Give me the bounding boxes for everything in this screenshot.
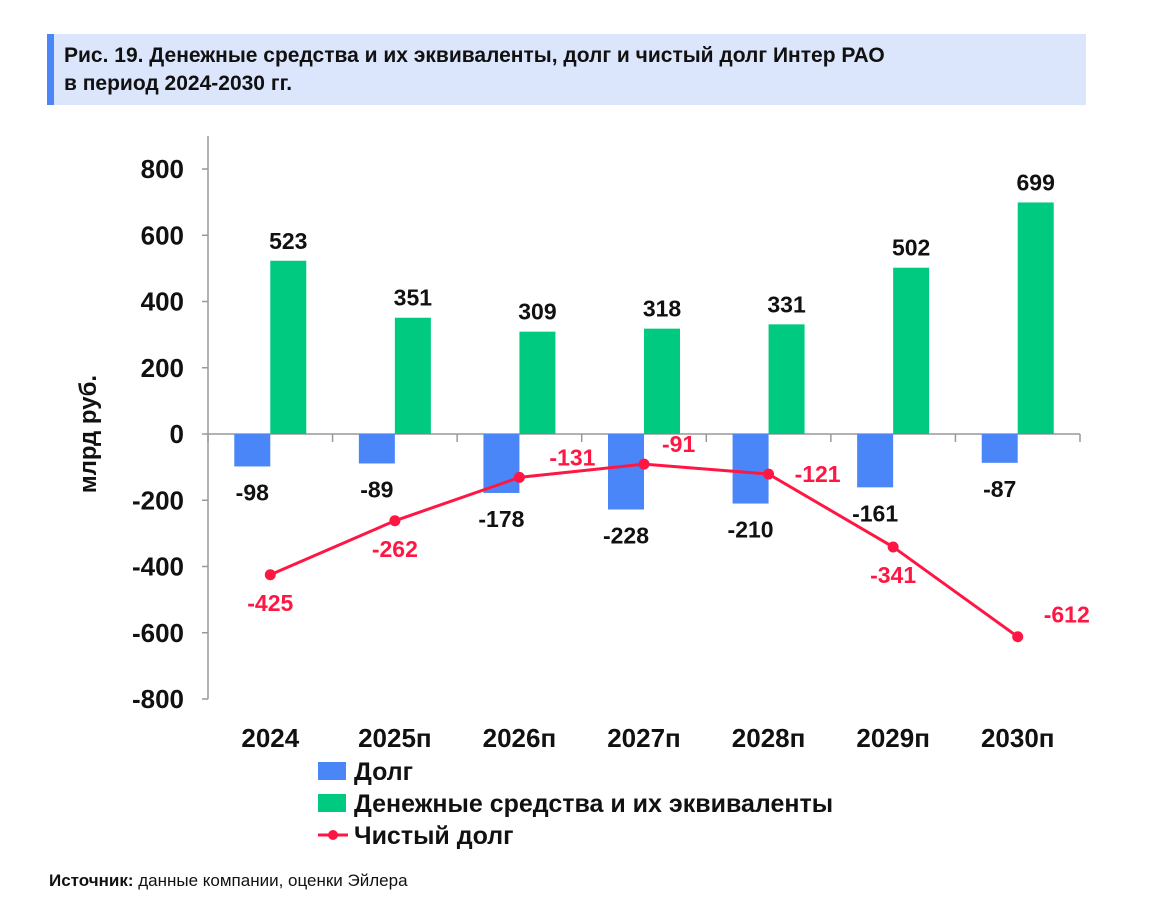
net-debt-point xyxy=(264,569,276,581)
debt-data-label: -210 xyxy=(728,517,774,543)
debt-data-label: -87 xyxy=(983,476,1016,502)
net-debt-data-label: -121 xyxy=(795,461,841,487)
cash-data-label: 331 xyxy=(767,291,806,317)
source-text: данные компании, оценки Эйлера xyxy=(133,871,408,890)
debt-bar xyxy=(981,434,1018,463)
cash-bar xyxy=(270,260,307,434)
debt-bar xyxy=(358,434,395,464)
cash-bar xyxy=(519,331,556,434)
debt-data-label: -98 xyxy=(236,479,269,505)
debt-bar xyxy=(857,434,894,488)
debt-data-label: -228 xyxy=(603,523,649,549)
debt-data-label: -161 xyxy=(852,500,898,526)
legend-label: Чистый долг xyxy=(354,822,514,850)
net-debt-data-label: -262 xyxy=(372,536,418,562)
y-tick-label: -200 xyxy=(132,485,184,515)
title-line-2: в период 2024-2030 гг. xyxy=(64,72,293,95)
debt-data-label: -178 xyxy=(478,506,524,532)
net-debt-point xyxy=(887,541,899,553)
y-tick-label: -400 xyxy=(132,552,184,582)
cash-data-label: 699 xyxy=(1017,169,1055,195)
x-tick-label: 2028п xyxy=(732,723,806,753)
y-tick-label: 200 xyxy=(141,353,184,383)
source-note: Источник: данные компании, оценки Эйлера xyxy=(49,871,408,891)
debt-bar xyxy=(732,434,769,504)
cash-bar xyxy=(1017,202,1054,434)
net-debt-point xyxy=(1012,631,1024,643)
cash-bar xyxy=(394,317,431,434)
y-tick-label: 400 xyxy=(141,287,184,317)
cash-bar xyxy=(893,267,930,434)
x-tick-label: 2026п xyxy=(483,723,557,753)
y-tick-label: 600 xyxy=(141,220,184,250)
x-tick-label: 2027п xyxy=(607,723,681,753)
cash-bar xyxy=(768,324,805,434)
debt-data-label: -89 xyxy=(360,476,393,502)
title-line-1: Рис. 19. Денежные средства и их эквивале… xyxy=(64,44,885,67)
y-tick-label: -800 xyxy=(132,684,184,714)
cash-data-label: 309 xyxy=(518,299,556,325)
cash-bar xyxy=(644,328,680,434)
x-tick-label: 2029п xyxy=(856,723,930,753)
x-tick-label: 2030п xyxy=(981,723,1055,753)
y-tick-label: 800 xyxy=(141,154,184,184)
net-debt-point xyxy=(513,471,525,483)
cash-data-label: 351 xyxy=(394,285,433,311)
net-debt-data-label: -131 xyxy=(549,444,595,470)
legend-cash-swatch xyxy=(318,794,346,812)
net-debt-data-label: -341 xyxy=(870,562,916,588)
net-debt-data-label: -425 xyxy=(247,590,293,616)
x-tick-label: 2024 xyxy=(241,723,299,753)
net-debt-point xyxy=(638,458,650,470)
y-tick-label: -600 xyxy=(132,618,184,648)
cash-data-label: 318 xyxy=(643,296,682,322)
y-axis-label: млрд руб. xyxy=(75,375,102,493)
cash-data-label: 502 xyxy=(892,235,930,261)
legend-label: Долг xyxy=(354,758,413,786)
source-label: Источник: xyxy=(49,871,134,890)
chart-title: Рис. 19. Денежные средства и их эквивале… xyxy=(47,34,1086,105)
legend-net-debt-marker xyxy=(328,830,338,840)
net-debt-point xyxy=(763,468,775,480)
legend-debt-swatch xyxy=(318,762,346,780)
x-tick-label: 2025п xyxy=(358,723,432,753)
debt-bar xyxy=(234,434,271,467)
net-debt-data-label: -91 xyxy=(662,431,695,457)
y-tick-label: 0 xyxy=(170,419,184,449)
net-debt-data-label: -612 xyxy=(1044,602,1090,628)
cash-data-label: 523 xyxy=(269,228,307,254)
net-debt-point xyxy=(389,515,401,527)
debt-bar xyxy=(608,434,644,510)
legend-label: Денежные средства и их эквиваленты xyxy=(354,790,833,818)
